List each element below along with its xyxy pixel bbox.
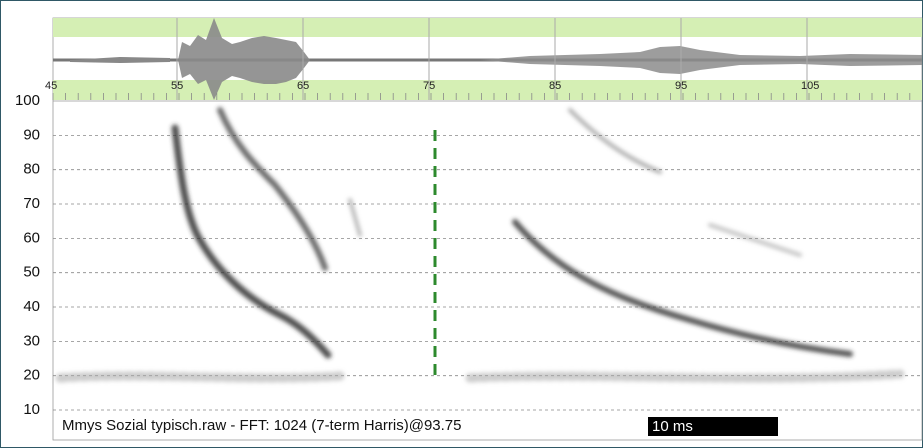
- wave-band-top: [53, 18, 922, 37]
- frequency-tick-label: 50: [23, 264, 40, 281]
- frequency-tick-label: 30: [23, 332, 40, 349]
- time-tick-label: 75: [423, 80, 435, 92]
- time-tick-label: 45: [45, 80, 57, 92]
- frequency-tick-label: 90: [23, 126, 40, 143]
- spectrogram-traces: [55, 107, 905, 383]
- frequency-tick-label: 20: [23, 367, 40, 384]
- scale-bar-label: 10 ms: [652, 418, 693, 435]
- time-tick-label: 55: [171, 80, 183, 92]
- scale-bar: [648, 417, 778, 436]
- time-tick-label: 105: [801, 80, 819, 92]
- wave-band-bottom: [53, 80, 922, 100]
- frequency-tick-label: 10: [23, 401, 40, 418]
- frequency-tick-label: 60: [23, 229, 40, 246]
- frequency-tick-label: 70: [23, 195, 40, 212]
- time-tick-label: 95: [675, 80, 687, 92]
- waveform: [53, 18, 922, 100]
- time-tick-label: 85: [549, 80, 561, 92]
- time-tick-label: 65: [297, 80, 309, 92]
- frequency-tick-label: 100: [15, 92, 40, 109]
- frequency-tick-label: 80: [23, 161, 40, 178]
- caption: Mmys Sozial typisch.raw - FFT: 1024 (7-t…: [62, 417, 462, 434]
- frequency-tick-label: 40: [23, 298, 40, 315]
